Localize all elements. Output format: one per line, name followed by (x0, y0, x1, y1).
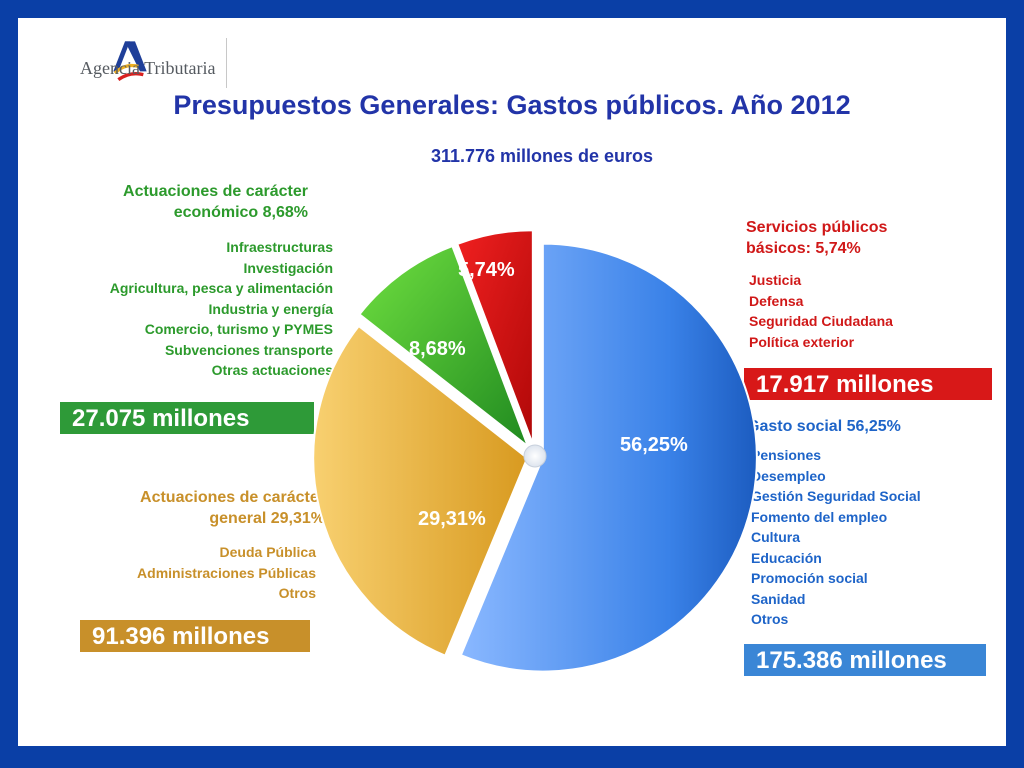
social-items: Pensiones Desempleo Gestión Seguridad So… (751, 445, 921, 630)
list-item: Otros (751, 611, 789, 627)
page-subtitle: 311.776 millones de euros (430, 146, 654, 166)
list-item: Otras actuaciones (211, 362, 333, 378)
basic-title-line2: básicos: 5,74% (746, 240, 861, 257)
social-amount-box: 175.386 millones (744, 644, 986, 676)
slice-label-basic: 5,74% (458, 259, 515, 281)
list-item: Comercio, turismo y PYMES (144, 321, 333, 337)
basic-items: Justicia Defensa Seguridad Ciudadana Pol… (749, 270, 893, 352)
list-item: Infraestructuras (226, 239, 333, 255)
basic-amount-box: 17.917 millones (744, 368, 992, 400)
list-item: Sanidad (751, 590, 806, 607)
general-group-title: Actuaciones de carácter general 29,31% (140, 487, 325, 529)
economic-title-line2: económico 8,68% (173, 204, 308, 221)
slice-label-economic: 8,68% (409, 338, 466, 360)
list-item: Educación (751, 549, 822, 566)
list-item: Fomento del empleo (751, 508, 888, 525)
list-item: Seguridad Ciudadana (749, 313, 893, 329)
list-item: Política exterior (749, 333, 855, 350)
list-item: Industria y energía (208, 300, 333, 317)
general-title-line2: general 29,31% (209, 510, 325, 527)
basic-group-title: Servicios públicos básicos: 5,74% (746, 217, 887, 259)
list-item: Promoción social (751, 570, 868, 586)
list-item: Investigación (243, 259, 333, 276)
pie-chart (312, 229, 758, 673)
list-item: Justicia (749, 272, 802, 288)
list-item: Otros (278, 585, 316, 601)
pie-hub (523, 444, 547, 468)
list-item: Agricultura, pesca y alimentación (109, 280, 333, 296)
economic-title-line1: Actuaciones de carácter (123, 183, 308, 200)
list-item: Administraciones Públicas (137, 564, 316, 581)
list-item: Desempleo (751, 467, 826, 484)
list-item: Subvenciones transporte (164, 341, 333, 358)
list-item: Pensiones (751, 447, 822, 463)
agencia-tributaria-logo (113, 41, 147, 82)
economic-items: Infraestructuras Investigación Agricultu… (110, 237, 333, 381)
economic-group-title: Actuaciones de carácter económico 8,68% (123, 181, 308, 223)
pie-slice-social (459, 242, 758, 673)
list-item: Deuda Pública (219, 544, 316, 560)
general-title-line1: Actuaciones de carácter (140, 489, 325, 506)
slice-label-general: 29,31% (418, 508, 486, 530)
general-items: Deuda Pública Administraciones Públicas … (137, 542, 316, 604)
pie-slice-basic (456, 229, 534, 445)
basic-title-line1: Servicios públicos (746, 219, 888, 236)
logo-text: Agencia Tributaria (80, 58, 216, 78)
slice-label-social: 56,25% (620, 434, 688, 456)
social-group-title: Gasto social 56,25% (747, 418, 901, 435)
list-item: Gestión Seguridad Social (751, 488, 921, 504)
economic-amount-box: 27.075 millones (60, 402, 314, 434)
list-item: Defensa (749, 292, 804, 309)
logo-divider (226, 38, 227, 88)
pie-slice-general (312, 324, 529, 657)
pie-slice-economic (358, 244, 531, 450)
general-amount-box: 91.396 millones (80, 620, 310, 652)
page-title: Presupuestos Generales: Gastos públicos.… (173, 90, 851, 120)
list-item: Cultura (751, 529, 800, 545)
slide: Agencia Tributaria Presupuestos Generale… (18, 18, 1006, 746)
